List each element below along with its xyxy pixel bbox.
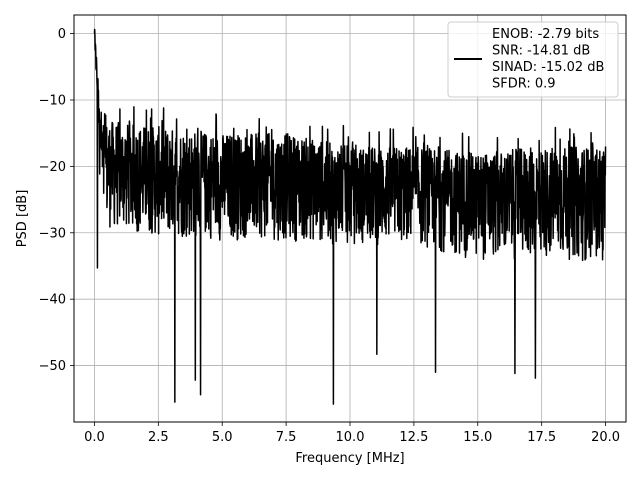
y-tick-label: −10 <box>39 93 66 108</box>
x-tick-label: 17.5 <box>527 430 556 445</box>
x-tick-label: 20.0 <box>591 430 620 445</box>
x-axis: 0.0 2.5 5.0 7.5 10.0 12.5 15.0 17.5 20.0 <box>84 422 620 445</box>
x-tick-label: 5.0 <box>212 430 233 445</box>
legend-entry-sfdr: SFDR: 0.9 <box>492 77 556 92</box>
psd-series-line <box>93 28 607 405</box>
y-tick-label: −30 <box>39 226 66 241</box>
legend-entry-sinad: SINAD: -15.02 dB <box>492 60 604 75</box>
x-tick-label: 2.5 <box>148 430 169 445</box>
x-tick-label: 15.0 <box>463 430 492 445</box>
x-tick-label: 12.5 <box>399 430 428 445</box>
y-tick-label: −50 <box>39 359 66 374</box>
legend-box <box>447 21 619 98</box>
legend: ENOB: -2.79 bits SNR: -14.81 dB SINAD: -… <box>447 21 619 98</box>
y-axis-label: PSD [dB] <box>15 190 30 248</box>
y-tick-label: −20 <box>39 160 66 175</box>
y-tick-label: −40 <box>39 293 66 308</box>
x-tick-label: 0.0 <box>84 430 105 445</box>
legend-entry-snr: SNR: -14.81 dB <box>492 44 590 59</box>
x-axis-label: Frequency [MHz] <box>295 451 404 466</box>
y-tick-label: 0 <box>58 27 66 42</box>
x-tick-label: 7.5 <box>276 430 297 445</box>
x-tick-label: 10.0 <box>336 430 365 445</box>
plot-area <box>93 28 607 405</box>
y-axis: 0 −10 −20 −30 −40 −50 <box>39 27 74 374</box>
legend-entry-enob: ENOB: -2.79 bits <box>492 27 599 42</box>
